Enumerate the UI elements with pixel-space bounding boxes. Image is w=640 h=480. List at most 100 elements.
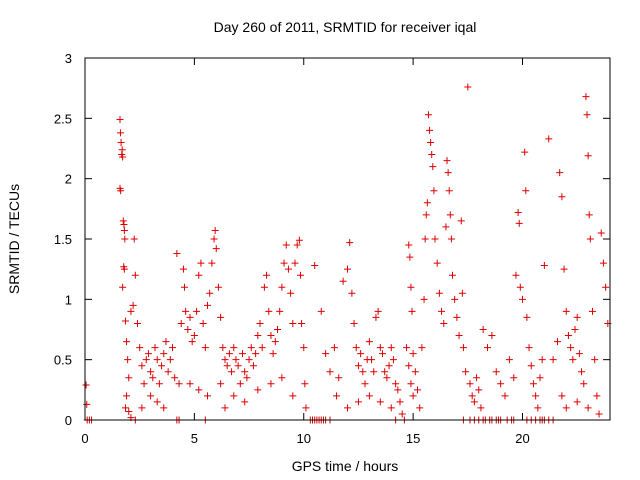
- data-point: [181, 283, 189, 291]
- data-point: [221, 404, 229, 412]
- data-point: [258, 344, 266, 352]
- data-point: [387, 404, 395, 412]
- data-point: [158, 362, 166, 370]
- data-point: [423, 199, 431, 207]
- data-point: [239, 350, 246, 358]
- data-point: [586, 235, 594, 243]
- x-tick-label: 10: [297, 431, 311, 446]
- data-point: [516, 283, 524, 291]
- data-point: [256, 319, 264, 327]
- data-point: [374, 307, 382, 315]
- data-point: [252, 350, 260, 358]
- x-tick-label: 20: [515, 431, 529, 446]
- data-point: [571, 326, 579, 333]
- data-point: [403, 344, 411, 352]
- data-point: [221, 356, 229, 364]
- data-point: [197, 259, 205, 267]
- data-point: [127, 307, 135, 315]
- data-point: [479, 326, 487, 333]
- data-point: [470, 398, 478, 406]
- data-point: [249, 362, 257, 370]
- data-point: [406, 253, 414, 261]
- data-point: [573, 398, 581, 406]
- data-point: [424, 111, 432, 119]
- data-point: [177, 319, 185, 327]
- data-point: [155, 380, 163, 388]
- data-point: [210, 235, 218, 243]
- data-point: [232, 356, 240, 364]
- data-point: [326, 368, 334, 376]
- data-point: [440, 319, 448, 327]
- data-point: [296, 271, 304, 279]
- data-point: [558, 392, 566, 400]
- data-point: [383, 374, 391, 382]
- data-point: [125, 408, 133, 416]
- data-point: [562, 404, 570, 412]
- data-point: [501, 392, 509, 400]
- data-point: [298, 319, 306, 327]
- data-point: [160, 350, 168, 358]
- data-point: [284, 265, 292, 273]
- data-point: [527, 362, 535, 370]
- data-point: [131, 271, 139, 279]
- data-point: [584, 152, 592, 160]
- data-point: [372, 313, 380, 321]
- data-point: [188, 338, 196, 346]
- data-point: [449, 271, 456, 279]
- data-point: [534, 404, 542, 412]
- data-point: [477, 404, 485, 412]
- x-axis-label: GPS time / hours: [292, 458, 399, 474]
- data-point: [271, 338, 279, 346]
- data-point: [160, 404, 168, 412]
- data-point: [458, 289, 466, 297]
- data-point: [119, 283, 127, 291]
- data-point: [339, 277, 347, 285]
- data-point: [116, 129, 124, 137]
- data-point: [442, 223, 450, 231]
- data-point: [212, 245, 220, 253]
- data-point: [446, 211, 454, 219]
- data-point: [444, 169, 452, 177]
- data-point: [162, 338, 170, 346]
- data-point: [359, 368, 367, 376]
- data-point: [430, 187, 438, 195]
- data-point: [549, 356, 557, 364]
- data-point: [335, 374, 343, 382]
- data-point: [311, 262, 319, 270]
- y-tick-label: 2.5: [54, 111, 72, 126]
- data-point: [585, 211, 593, 219]
- data-point: [182, 307, 190, 315]
- data-point: [597, 229, 605, 237]
- data-point: [431, 235, 439, 243]
- data-point: [204, 301, 211, 309]
- data-point: [428, 151, 436, 159]
- y-axis-ticks: 0 0.5 1 1.5 2 2.5 3: [54, 51, 610, 428]
- data-point: [580, 380, 588, 388]
- data-point: [236, 380, 244, 388]
- data-point: [376, 398, 384, 406]
- data-point: [554, 338, 561, 346]
- data-point: [558, 193, 566, 201]
- data-point: [455, 332, 463, 340]
- data-point: [120, 221, 128, 229]
- data-point: [409, 350, 417, 358]
- data-point: [302, 404, 310, 412]
- data-point: [142, 356, 150, 364]
- data-point: [166, 356, 174, 364]
- data-point: [291, 259, 299, 267]
- data-point: [573, 313, 581, 321]
- data-point: [269, 350, 277, 358]
- data-point: [169, 344, 176, 352]
- x-tick-label: 0: [81, 431, 88, 446]
- data-point: [422, 211, 430, 219]
- data-point: [396, 398, 404, 406]
- data-point: [245, 356, 253, 364]
- data-point: [354, 398, 362, 406]
- data-point: [468, 392, 476, 400]
- data-point: [153, 398, 161, 406]
- data-point: [195, 386, 203, 394]
- data-point: [459, 344, 467, 352]
- data-point: [532, 392, 540, 400]
- data-point: [394, 386, 402, 394]
- data-point: [584, 404, 592, 412]
